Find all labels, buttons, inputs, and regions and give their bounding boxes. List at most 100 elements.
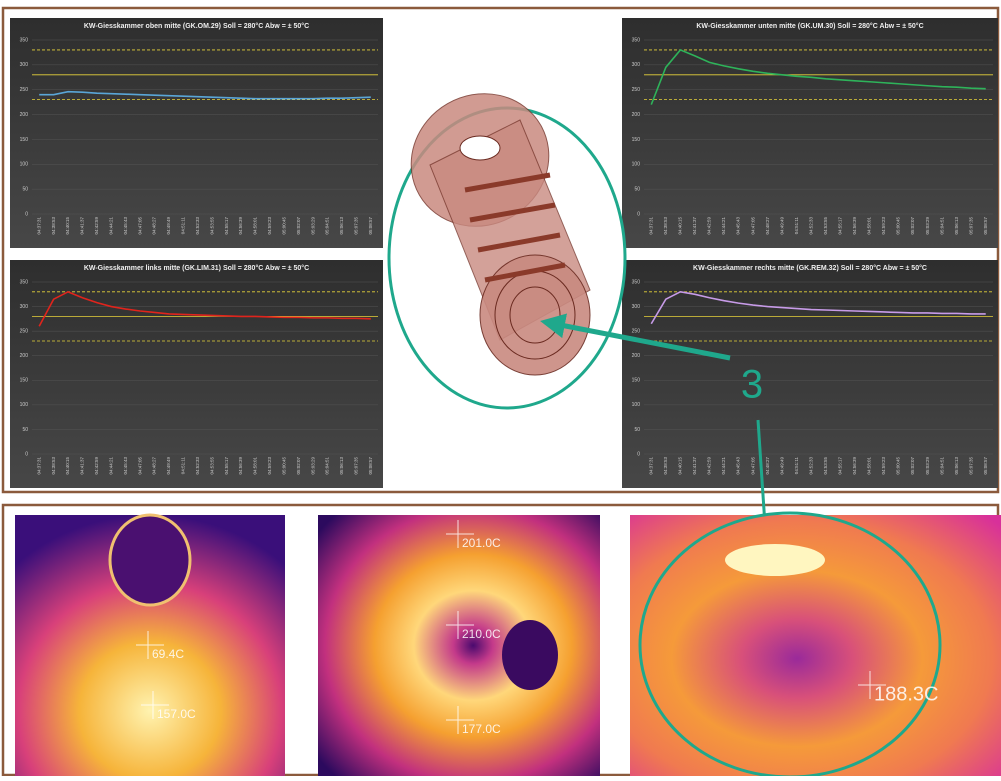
y-tick-label: 150 — [632, 137, 641, 143]
x-tick-label: 04:52:33 — [195, 457, 200, 475]
x-tick-label: 04:40:15 — [65, 217, 70, 235]
x-tick-label: 05:04:51 — [325, 457, 330, 475]
x-tick-label: 04:55:17 — [838, 217, 843, 235]
x-tick-label: 04:49:49 — [166, 457, 171, 475]
y-tick-label: 250 — [20, 328, 29, 334]
chart-title: KW-Giesskammer links mitte (GK.LIM.31) S… — [84, 264, 309, 272]
y-tick-label: 200 — [20, 353, 29, 359]
x-tick-label: 04:55:17 — [224, 217, 229, 235]
x-tick-label: 04:37:31 — [36, 457, 41, 475]
x-tick-label: 05:04:51 — [939, 217, 944, 235]
y-tick-label: 350 — [20, 279, 29, 285]
x-tick-label: 05:00:45 — [896, 217, 901, 235]
x-tick-label: 04:45:43 — [123, 217, 128, 235]
y-tick-label: 300 — [632, 304, 641, 310]
x-tick-label: 05:02:07 — [296, 457, 301, 475]
x-tick-label: 04:48:27 — [152, 457, 157, 475]
x-tick-label: 04:41:37 — [692, 217, 697, 235]
x-tick-label: 05:07:35 — [968, 457, 973, 475]
x-tick-label: 04:51:11 — [181, 457, 186, 475]
x-tick-label: 04:37:31 — [648, 217, 653, 235]
x-tick-label: 04:38:53 — [51, 217, 56, 235]
x-tick-label: 04:59:23 — [881, 217, 886, 235]
x-tick-label: 05:08:57 — [983, 217, 988, 235]
x-tick-label: 05:00:45 — [281, 217, 286, 235]
x-tick-label: 04:38:53 — [663, 457, 668, 475]
x-tick-label: 04:37:31 — [36, 217, 41, 235]
x-tick-label: 04:42:59 — [94, 217, 99, 235]
x-tick-label: 04:59:23 — [267, 217, 272, 235]
x-tick-label: 05:08:57 — [368, 457, 373, 475]
y-tick-label: 0 — [637, 451, 640, 457]
x-tick-label: 05:02:07 — [910, 457, 915, 475]
x-tick-label: 05:08:57 — [983, 457, 988, 475]
x-tick-label: 05:03:29 — [310, 217, 315, 235]
x-tick-label: 04:51:11 — [181, 217, 186, 235]
y-tick-label: 50 — [634, 427, 640, 433]
x-tick-label: 04:48:27 — [765, 457, 770, 475]
y-tick-label: 50 — [22, 427, 28, 433]
y-tick-label: 250 — [20, 87, 29, 93]
x-tick-label: 04:58:01 — [253, 217, 258, 235]
x-tick-label: 04:49:49 — [779, 217, 784, 235]
temperature-label: 177.0C — [462, 722, 501, 736]
temperature-label: 69.4C — [152, 647, 184, 661]
x-tick-label: 05:00:45 — [281, 457, 286, 475]
y-tick-label: 350 — [20, 37, 29, 43]
x-tick-label: 04:56:39 — [238, 457, 243, 475]
chart-title: KW-Giesskammer unten mitte (GK.UM.30) So… — [696, 22, 923, 30]
y-tick-label: 150 — [632, 378, 641, 384]
x-tick-label: 04:42:59 — [94, 457, 99, 475]
y-tick-label: 100 — [20, 402, 29, 408]
y-tick-label: 50 — [634, 186, 640, 192]
x-tick-label: 05:02:07 — [910, 217, 915, 235]
y-tick-label: 300 — [20, 304, 29, 310]
x-tick-label: 05:07:35 — [354, 217, 359, 235]
x-tick-label: 04:40:15 — [678, 217, 683, 235]
x-tick-label: 04:40:15 — [65, 457, 70, 475]
y-tick-label: 150 — [20, 378, 29, 384]
x-tick-label: 04:59:23 — [267, 457, 272, 475]
x-tick-label: 04:47:05 — [137, 457, 142, 475]
y-tick-label: 200 — [632, 112, 641, 118]
y-tick-label: 100 — [632, 162, 641, 168]
y-tick-label: 50 — [22, 186, 28, 192]
x-tick-label: 05:04:51 — [325, 217, 330, 235]
x-tick-label: 04:42:59 — [707, 457, 712, 475]
y-tick-label: 0 — [25, 451, 28, 457]
y-tick-label: 300 — [632, 62, 641, 68]
x-tick-label: 04:59:23 — [881, 457, 886, 475]
x-tick-label: 04:41:37 — [80, 457, 85, 475]
x-tick-label: 04:52:33 — [195, 217, 200, 235]
x-tick-label: 05:08:57 — [368, 217, 373, 235]
y-tick-label: 350 — [632, 279, 641, 285]
x-tick-label: 04:52:33 — [808, 217, 813, 235]
x-tick-label: 05:02:07 — [296, 217, 301, 235]
chart-background — [10, 18, 383, 248]
x-tick-label: 04:56:39 — [238, 217, 243, 235]
x-tick-label: 05:07:35 — [354, 457, 359, 475]
x-tick-label: 04:44:21 — [108, 217, 113, 235]
temperature-label: 210.0C — [462, 627, 501, 641]
chart-title: KW-Giesskammer oben mitte (GK.OM.29) Sol… — [84, 22, 309, 30]
x-tick-label: 04:47:05 — [750, 457, 755, 475]
x-tick-label: 04:42:59 — [707, 217, 712, 235]
x-tick-label: 04:55:17 — [838, 457, 843, 475]
x-tick-label: 04:55:17 — [224, 457, 229, 475]
x-tick-label: 05:03:29 — [925, 457, 930, 475]
y-tick-label: 250 — [632, 328, 641, 334]
callout: 3 — [741, 363, 763, 407]
x-tick-label: 04:56:39 — [852, 457, 857, 475]
y-tick-label: 100 — [20, 162, 29, 168]
x-tick-label: 05:06:13 — [954, 457, 959, 475]
x-tick-label: 04:45:43 — [123, 457, 128, 475]
x-tick-label: 04:44:21 — [721, 457, 726, 475]
x-tick-label: 05:07:35 — [968, 217, 973, 235]
x-tick-label: 04:49:49 — [166, 217, 171, 235]
x-tick-label: 04:53:55 — [209, 457, 214, 475]
y-tick-label: 300 — [20, 62, 29, 68]
x-tick-label: 04:48:27 — [765, 217, 770, 235]
x-tick-label: 04:41:37 — [692, 457, 697, 475]
x-tick-label: 04:44:21 — [108, 457, 113, 475]
x-tick-label: 04:51:11 — [794, 457, 799, 475]
